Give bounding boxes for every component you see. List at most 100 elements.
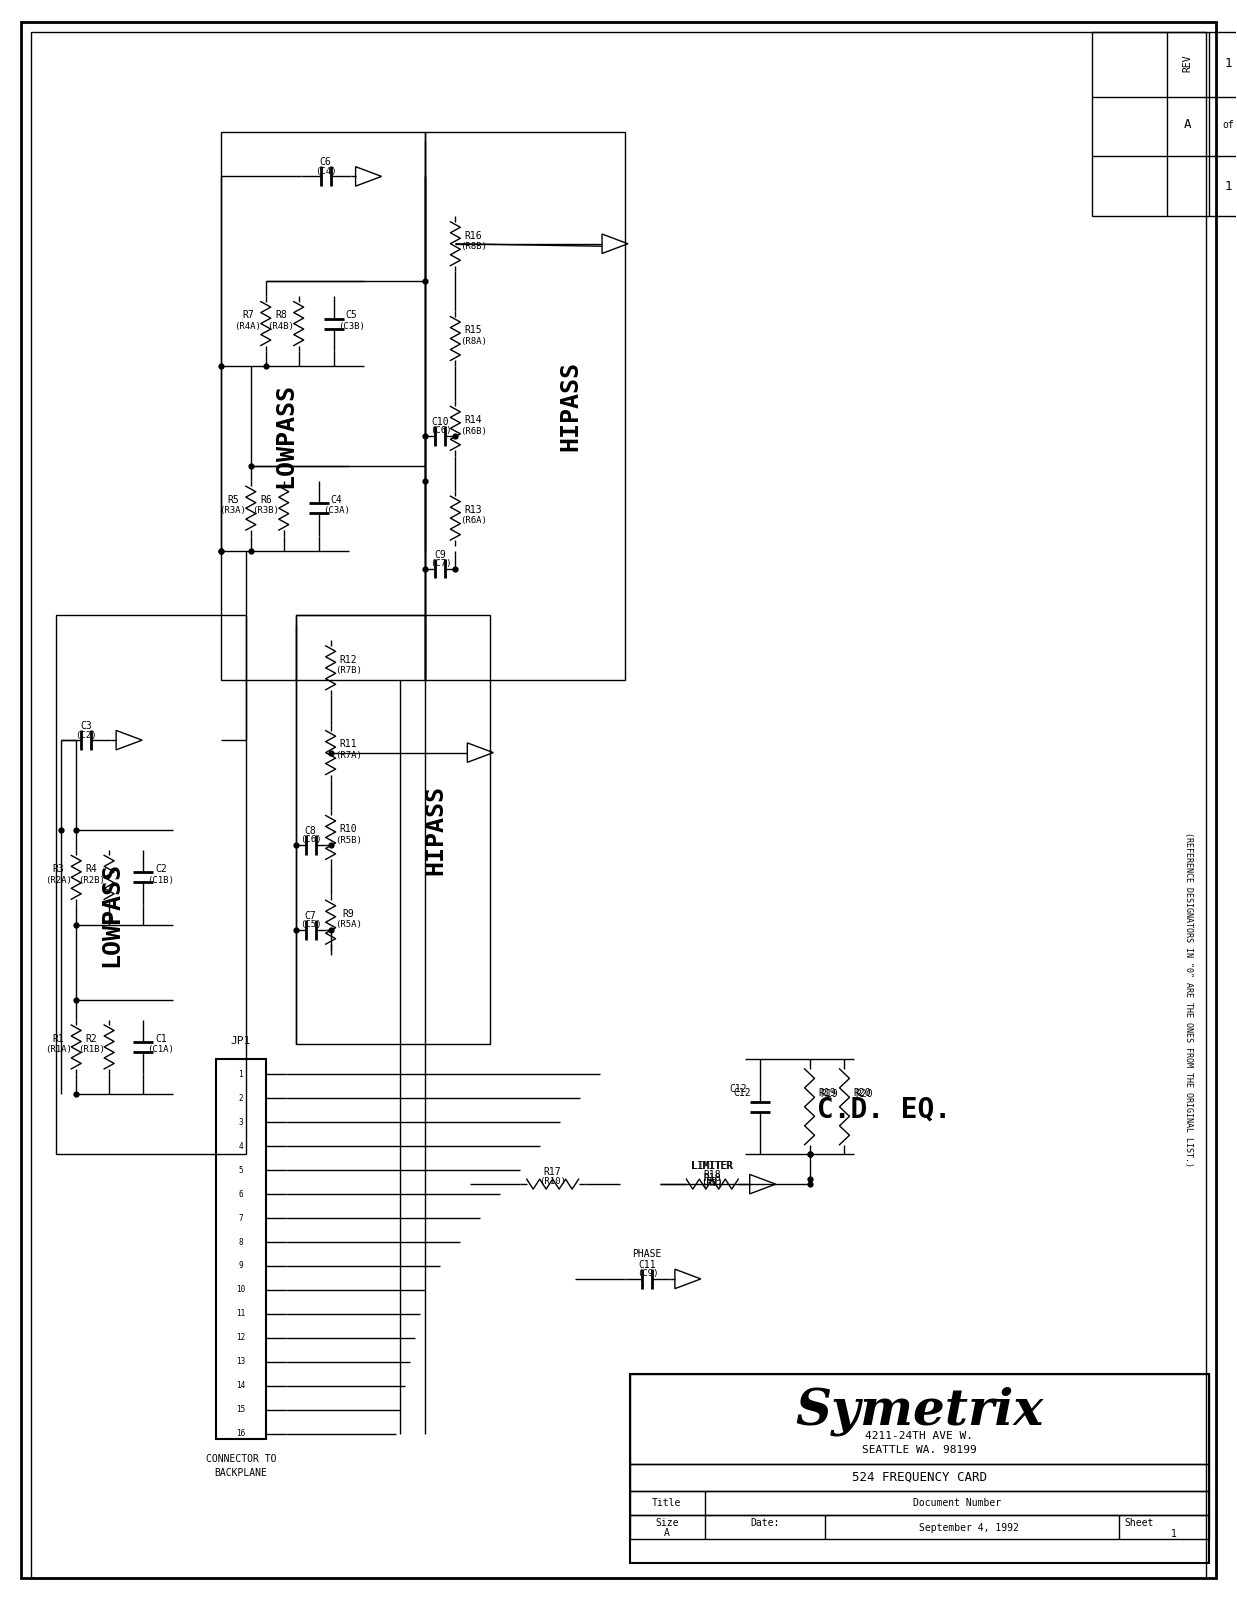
Text: Title: Title <box>652 1499 682 1509</box>
Text: (C6): (C6) <box>299 835 322 845</box>
Text: LIMITER: LIMITER <box>691 1162 732 1171</box>
Text: 10: 10 <box>236 1285 245 1294</box>
Text: 1: 1 <box>1225 58 1232 70</box>
Text: 2: 2 <box>239 1094 244 1102</box>
Text: of: of <box>1222 120 1235 130</box>
Text: (R2B): (R2B) <box>78 875 105 885</box>
Text: (R3A): (R3A) <box>219 507 246 515</box>
Text: 16: 16 <box>236 1429 245 1438</box>
Text: 1: 1 <box>1170 1530 1176 1539</box>
Bar <box>296 616 490 1045</box>
Bar <box>630 1515 1209 1539</box>
Text: (R9): (R9) <box>701 1179 722 1187</box>
Text: REV: REV <box>1183 54 1192 72</box>
Text: (R2A): (R2A) <box>45 875 72 885</box>
Text: R1: R1 <box>52 1034 64 1043</box>
Text: (C2): (C2) <box>75 731 96 739</box>
Text: (R6B): (R6B) <box>460 427 487 435</box>
Text: C9: C9 <box>434 549 447 560</box>
Text: (R1A): (R1A) <box>45 1045 72 1054</box>
Text: JP1: JP1 <box>231 1037 251 1046</box>
Text: R9: R9 <box>343 909 355 918</box>
Text: 7: 7 <box>239 1213 244 1222</box>
Text: (C1A): (C1A) <box>147 1045 174 1054</box>
Text: 9: 9 <box>239 1261 244 1270</box>
Text: HIPASS: HIPASS <box>558 362 583 451</box>
Text: 5: 5 <box>239 1166 244 1174</box>
Text: PHASE: PHASE <box>632 1250 662 1259</box>
Text: 1: 1 <box>239 1070 244 1078</box>
Text: 4: 4 <box>239 1142 244 1150</box>
Text: 15: 15 <box>236 1405 245 1414</box>
Text: (R4A): (R4A) <box>234 322 261 331</box>
Text: (R3B): (R3B) <box>252 507 280 515</box>
Text: 12: 12 <box>236 1333 245 1342</box>
Text: September 4, 1992: September 4, 1992 <box>919 1523 1019 1533</box>
Text: A: A <box>664 1528 669 1538</box>
Text: R13: R13 <box>465 506 482 515</box>
Text: R2: R2 <box>85 1034 96 1043</box>
Text: C7: C7 <box>304 910 317 920</box>
Text: (C9): (C9) <box>637 1269 658 1278</box>
Text: 6: 6 <box>239 1190 244 1198</box>
Text: R4: R4 <box>85 864 96 874</box>
Text: C6: C6 <box>320 157 332 168</box>
Text: (R1B): (R1B) <box>78 1045 105 1054</box>
Text: Symetrix: Symetrix <box>795 1387 1043 1437</box>
Text: C10: C10 <box>432 418 449 427</box>
Text: 3: 3 <box>239 1118 244 1126</box>
Bar <box>56 616 246 1154</box>
Text: A: A <box>1184 118 1191 131</box>
Text: C11: C11 <box>638 1259 657 1270</box>
Bar <box>426 131 625 680</box>
Text: R14: R14 <box>465 414 482 426</box>
Bar <box>630 1374 1209 1563</box>
Text: R5: R5 <box>228 494 239 506</box>
Text: R8: R8 <box>275 310 287 320</box>
Text: LOWPASS: LOWPASS <box>273 384 298 488</box>
Text: 14: 14 <box>236 1381 245 1390</box>
Text: 4211-24TH AVE W.: 4211-24TH AVE W. <box>866 1430 974 1440</box>
Text: (REFERENCE DESIGNATORS IN "0" ARE THE ONES FROM THE ORIGINAL LIST.): (REFERENCE DESIGNATORS IN "0" ARE THE ON… <box>1184 832 1194 1166</box>
Text: (C5): (C5) <box>299 920 322 930</box>
Text: (C4): (C4) <box>315 166 336 176</box>
Text: R10: R10 <box>340 824 357 834</box>
Text: (R8A): (R8A) <box>460 336 487 346</box>
Text: (C3A): (C3A) <box>323 507 350 515</box>
Bar <box>630 1374 1209 1464</box>
Text: C.D. EQ.: C.D. EQ. <box>818 1096 951 1123</box>
Text: C5: C5 <box>345 310 357 320</box>
Text: Date:: Date: <box>750 1518 779 1528</box>
Text: R3: R3 <box>52 864 64 874</box>
Text: Document Number: Document Number <box>913 1499 1001 1509</box>
Text: R15: R15 <box>465 325 482 336</box>
Bar <box>221 131 426 680</box>
Text: C3: C3 <box>80 722 92 731</box>
Text: (R5A): (R5A) <box>335 920 362 930</box>
Text: R6: R6 <box>260 494 272 506</box>
Text: R20: R20 <box>856 1090 873 1099</box>
Text: (R7B): (R7B) <box>335 666 362 675</box>
Text: (R6A): (R6A) <box>460 517 487 525</box>
Text: C12: C12 <box>732 1088 751 1098</box>
Text: (C7): (C7) <box>429 558 452 568</box>
Text: R12: R12 <box>340 654 357 664</box>
Text: (C6): (C6) <box>429 426 452 435</box>
Bar <box>216 1059 266 1438</box>
Text: (R9): (R9) <box>701 1176 724 1186</box>
Text: C4: C4 <box>330 494 343 506</box>
Text: (R8B): (R8B) <box>460 242 487 251</box>
Text: R17: R17 <box>544 1166 562 1178</box>
Text: R11: R11 <box>340 739 357 749</box>
Text: (R7A): (R7A) <box>335 750 362 760</box>
Text: CONNECTOR TO: CONNECTOR TO <box>205 1453 276 1464</box>
Text: C8: C8 <box>304 826 317 835</box>
Text: 524 FREQUENCY CARD: 524 FREQUENCY CARD <box>852 1470 987 1483</box>
Text: C2: C2 <box>155 864 167 874</box>
Text: R7: R7 <box>242 310 254 320</box>
Text: 13: 13 <box>236 1357 245 1366</box>
Text: 1: 1 <box>1225 179 1232 194</box>
Text: HIPASS: HIPASS <box>423 786 448 875</box>
Text: 11: 11 <box>236 1309 245 1318</box>
Text: R20: R20 <box>854 1088 871 1098</box>
